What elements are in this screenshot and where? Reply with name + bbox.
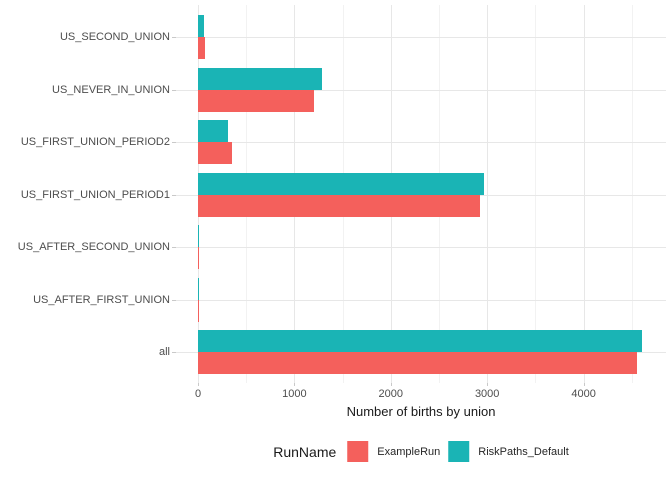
- bar-riskpaths_default-us_after_second_union: [198, 225, 200, 247]
- gridline-category: [176, 37, 666, 38]
- gridline-minor: [535, 5, 537, 383]
- y-axis-label: US_AFTER_FIRST_UNION: [33, 293, 170, 306]
- x-axis-tick-mark: [294, 383, 296, 386]
- bar-examplerun-us_after_second_union: [198, 247, 200, 269]
- bar-riskpaths_default-all: [198, 330, 642, 352]
- gridline-major: [487, 5, 489, 383]
- y-axis-tick-mark: [172, 299, 176, 301]
- plot-panel: [176, 5, 666, 383]
- y-axis-tick-mark: [172, 89, 176, 91]
- x-axis-tick-mark: [390, 383, 392, 386]
- gridline-category: [176, 299, 666, 301]
- bar-examplerun-all: [198, 352, 637, 374]
- y-axis-label: all: [158, 346, 170, 358]
- gridline-minor: [631, 5, 633, 383]
- legend-swatch-examplerun: [347, 441, 369, 462]
- y-axis-label: US_SECOND_UNION: [59, 31, 170, 43]
- y-axis-label: US_NEVER_IN_UNION: [52, 83, 170, 96]
- x-axis-tick-label: 1000: [282, 388, 307, 400]
- bar-examplerun-us_never_in_union: [198, 89, 315, 112]
- y-axis-label: US_FIRST_UNION_PERIOD1: [20, 188, 170, 201]
- legend-swatch-riskpaths_default: [448, 441, 470, 462]
- x-axis-title: Number of births by union: [346, 404, 496, 419]
- y-axis-tick-mark: [172, 352, 176, 353]
- legend-title: RunName: [273, 443, 337, 460]
- bar-examplerun-us_first_union_period2: [198, 142, 232, 164]
- legend: RunName ExampleRun RiskPaths_Default: [273, 441, 569, 462]
- bar-riskpaths_default-us_never_in_union: [198, 67, 322, 90]
- legend-entry-label: RiskPaths_Default: [478, 445, 569, 458]
- x-axis-tick-label: 2000: [378, 388, 404, 400]
- x-axis-tick-mark: [583, 383, 585, 386]
- legend-entry-label: ExampleRun: [377, 445, 441, 458]
- x-axis-tick-mark: [198, 383, 199, 386]
- bar-riskpaths_default-us_first_union_period1: [198, 172, 485, 195]
- y-axis-label: US_FIRST_UNION_PERIOD2: [20, 136, 170, 148]
- bar-riskpaths_default-us_second_union: [198, 15, 204, 37]
- y-axis-tick-mark: [172, 194, 176, 196]
- x-axis-tick-mark: [487, 383, 489, 386]
- bar-examplerun-us_first_union_period1: [198, 194, 481, 217]
- gridline-category: [176, 89, 666, 91]
- y-axis-tick-mark: [172, 142, 176, 143]
- bar-examplerun-us_second_union: [198, 37, 206, 59]
- bar-riskpaths_default-us_after_first_union: [198, 277, 200, 300]
- y-axis-label: US_AFTER_SECOND_UNION: [17, 241, 170, 253]
- x-axis-tick-label: 3000: [474, 388, 500, 400]
- gridline-major: [583, 5, 585, 383]
- gridline-category: [176, 247, 666, 248]
- bar-examplerun-us_after_first_union: [198, 299, 200, 322]
- x-axis-tick-label: 0: [194, 388, 202, 400]
- y-axis-tick-mark: [172, 247, 176, 248]
- y-axis-tick-mark: [172, 37, 176, 38]
- x-axis-tick-label: 4000: [571, 388, 596, 400]
- gridline-category: [176, 142, 666, 143]
- legend-entry: RiskPaths_Default: [448, 441, 569, 462]
- bar-riskpaths_default-us_first_union_period2: [198, 120, 228, 142]
- legend-entry: ExampleRun: [347, 441, 440, 462]
